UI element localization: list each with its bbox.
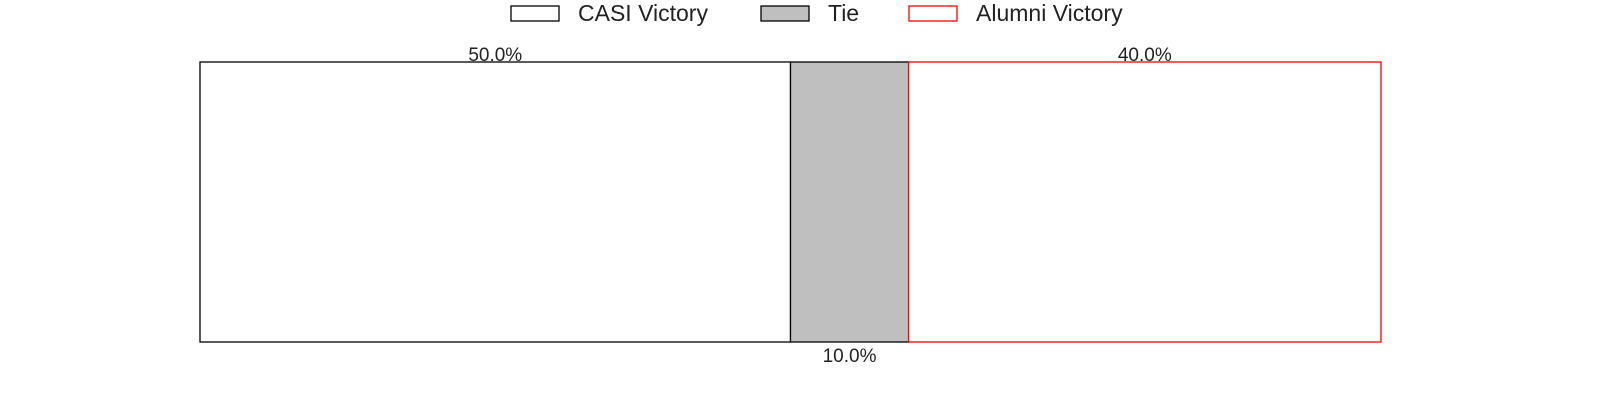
legend-item-alumni-victory: Alumni Victory	[908, 0, 1123, 26]
legend-item-casi-victory: CASI Victory	[510, 0, 708, 26]
legend-label-tie: Tie	[828, 0, 859, 26]
data-label-tie: 10.0%	[823, 346, 877, 367]
legend-label-alumni-victory: Alumni Victory	[976, 0, 1123, 26]
bar-segments	[199, 61, 1382, 343]
data-label-casi-victory: 50.0%	[468, 45, 522, 66]
legend-item-tie: Tie	[760, 0, 859, 26]
legend-label-casi-victory: CASI Victory	[578, 0, 708, 26]
legend-swatch-casi-victory	[510, 5, 560, 22]
legend-swatch-tie	[760, 5, 810, 22]
chart-legend: CASI Victory Tie Alumni Victory	[510, 0, 1123, 26]
percent-labels: 50.0% 10.0% 40.0%	[468, 45, 1172, 367]
bar-segment-tie	[789, 61, 910, 343]
legend-swatch-alumni-victory	[908, 5, 958, 22]
bar-segment-casi-victory	[199, 61, 792, 343]
bar-segment-alumni-victory	[907, 61, 1382, 343]
data-label-alumni-victory: 40.0%	[1118, 45, 1172, 66]
